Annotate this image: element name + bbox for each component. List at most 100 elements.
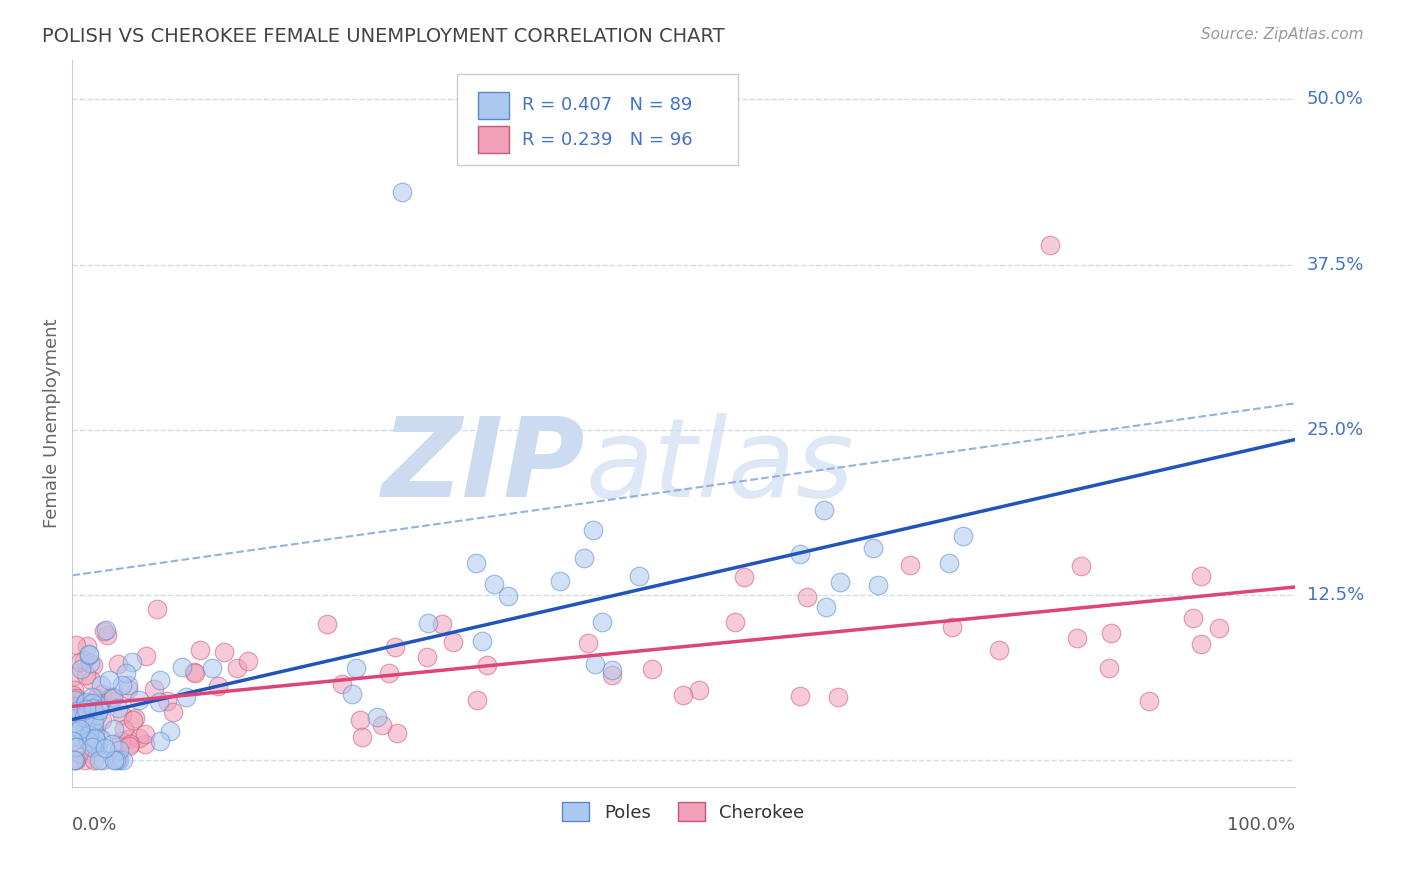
Point	[90, 732, 112, 747]
Point	[100, 737, 122, 751]
Point	[65, 740, 87, 755]
Point	[641, 662, 664, 676]
Point	[207, 679, 229, 693]
Text: R = 0.407   N = 89: R = 0.407 N = 89	[522, 96, 692, 114]
Point	[475, 657, 498, 672]
Point	[89, 703, 111, 717]
FancyBboxPatch shape	[478, 92, 509, 120]
Point	[600, 663, 623, 677]
Point	[79, 656, 101, 670]
Point	[378, 665, 401, 680]
Point	[366, 709, 388, 723]
Point	[77, 733, 100, 747]
Point	[1189, 569, 1212, 583]
Point	[63, 702, 86, 716]
Point	[114, 723, 136, 737]
Point	[69, 662, 91, 676]
Point	[117, 732, 139, 747]
Point	[149, 733, 172, 747]
Point	[441, 635, 464, 649]
Point	[83, 731, 105, 745]
Point	[104, 754, 127, 768]
Point	[82, 657, 104, 672]
Point	[1208, 621, 1230, 635]
Point	[1098, 661, 1121, 675]
Point	[107, 752, 129, 766]
Point	[63, 706, 86, 721]
Point	[866, 578, 889, 592]
Point	[548, 574, 571, 589]
Point	[79, 696, 101, 710]
Point	[86, 708, 108, 723]
Point	[62, 734, 84, 748]
Point	[96, 628, 118, 642]
Text: atlas: atlas	[586, 413, 855, 520]
Point	[65, 690, 87, 705]
Point	[815, 600, 838, 615]
Point	[602, 668, 624, 682]
Text: 25.0%: 25.0%	[1306, 421, 1364, 439]
Point	[941, 620, 963, 634]
Point	[75, 703, 97, 717]
Point	[111, 708, 134, 723]
Point	[330, 677, 353, 691]
Point	[93, 624, 115, 639]
Point	[172, 660, 194, 674]
Point	[124, 710, 146, 724]
Point	[112, 754, 135, 768]
Point	[93, 754, 115, 768]
Point	[94, 623, 117, 637]
Point	[76, 721, 98, 735]
Point	[62, 698, 84, 713]
Text: 100.0%: 100.0%	[1226, 816, 1295, 834]
Point	[184, 665, 207, 680]
Point	[73, 653, 96, 667]
Point	[82, 701, 104, 715]
Text: 12.5%: 12.5%	[1306, 586, 1364, 604]
Point	[75, 695, 97, 709]
Point	[75, 702, 97, 716]
Point	[214, 645, 236, 659]
Point	[465, 693, 488, 707]
Point	[384, 640, 406, 654]
Point	[66, 711, 89, 725]
Point	[100, 690, 122, 705]
Point	[148, 695, 170, 709]
Point	[813, 502, 835, 516]
Point	[370, 718, 392, 732]
Point	[80, 690, 103, 705]
Point	[83, 754, 105, 768]
Point	[107, 657, 129, 672]
Point	[176, 690, 198, 704]
Point	[62, 723, 84, 737]
FancyBboxPatch shape	[478, 126, 509, 153]
Point	[73, 696, 96, 710]
Point	[340, 687, 363, 701]
Point	[73, 710, 96, 724]
Point	[828, 574, 851, 589]
Y-axis label: Female Unemployment: Female Unemployment	[44, 318, 60, 528]
Point	[80, 673, 103, 688]
Point	[143, 681, 166, 696]
Point	[188, 643, 211, 657]
Point	[62, 668, 84, 682]
Point	[862, 541, 884, 555]
Point	[76, 639, 98, 653]
Point	[146, 602, 169, 616]
Text: ZIP: ZIP	[382, 413, 586, 520]
Point	[94, 740, 117, 755]
Point	[82, 696, 104, 710]
Point	[89, 698, 111, 713]
Point	[1099, 626, 1122, 640]
Point	[135, 649, 157, 664]
Point	[724, 615, 747, 629]
Point	[90, 678, 112, 692]
Point	[352, 731, 374, 745]
Point	[117, 678, 139, 692]
Point	[110, 733, 132, 747]
Point	[80, 728, 103, 742]
Point	[77, 727, 100, 741]
Point	[156, 693, 179, 707]
Point	[464, 557, 486, 571]
Point	[63, 693, 86, 707]
